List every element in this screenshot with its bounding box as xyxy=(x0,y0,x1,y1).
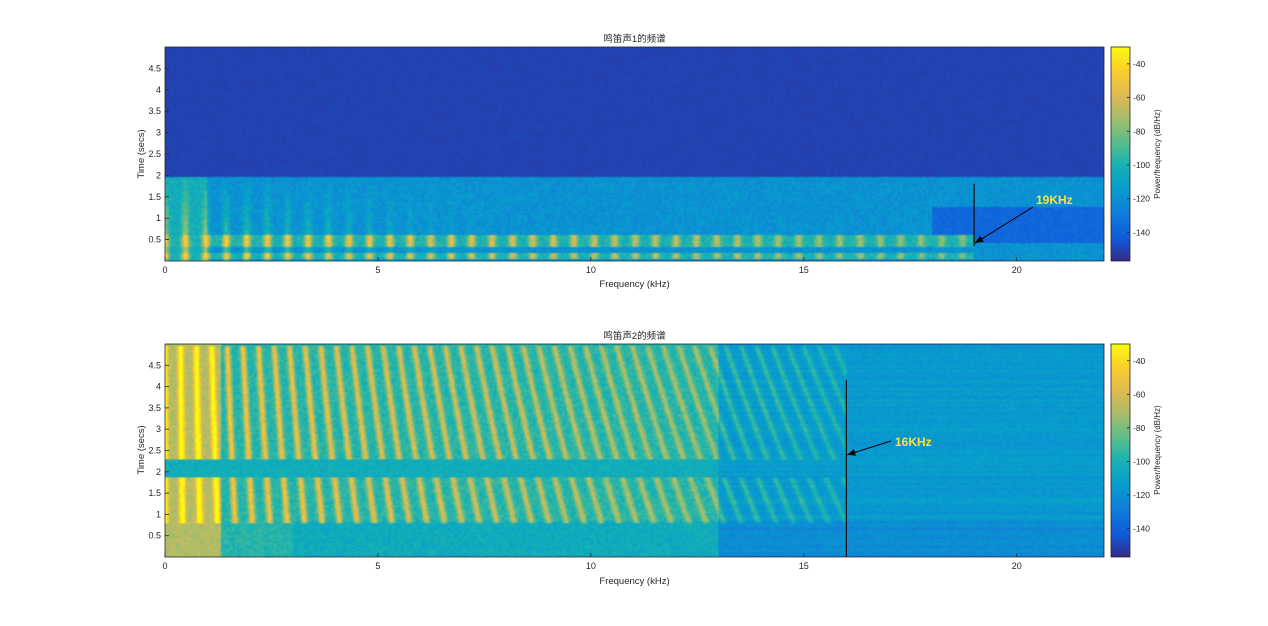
y-tick-label: 1 xyxy=(156,213,161,223)
chart-2-spectrogram xyxy=(165,344,1104,557)
chart-2-annotation-arrowhead xyxy=(847,449,857,456)
y-tick-label: 2.5 xyxy=(148,149,161,159)
y-tick-label: 3.5 xyxy=(148,403,161,413)
y-tick-label: 1.5 xyxy=(148,192,161,202)
y-tick-label: 0.5 xyxy=(148,235,161,245)
chart-1-y-axis-label: Time (secs) xyxy=(136,129,147,178)
x-tick-label: 20 xyxy=(1012,265,1022,275)
colorbar-tick-label: -120 xyxy=(1133,194,1150,204)
chart-1-y-ticks: 0.5 1 1.5 2 2.5 3 3.5 4 4.5 xyxy=(148,63,169,245)
chart-1-colorbar xyxy=(1111,47,1130,261)
y-tick-label: 4.5 xyxy=(148,360,161,370)
chart-2-y-ticks: 0.5 1 1.5 2 2.5 3 3.5 4 4.5 xyxy=(148,360,169,541)
y-tick-label: 2.5 xyxy=(148,446,161,456)
y-tick-label: 4 xyxy=(156,85,161,95)
chart-1-colorbar-ticks: -40 -60 -80 -100 -120 -140 xyxy=(1127,59,1150,237)
chart-2-colorbar-label: Power/frequency (dB/Hz) xyxy=(1153,405,1162,495)
colorbar-tick-label: -80 xyxy=(1133,126,1146,136)
colorbar-tick-label: -40 xyxy=(1133,59,1146,69)
colorbar-tick-label: -100 xyxy=(1133,160,1150,170)
y-tick-label: 4.5 xyxy=(148,63,161,73)
chart-2-x-axis-label: Frequency (kHz) xyxy=(599,576,669,587)
colorbar-tick-label: -140 xyxy=(1133,227,1150,237)
chart-2-x-ticks: 0 5 10 15 20 xyxy=(162,553,1022,571)
colorbar-tick-label: -140 xyxy=(1133,523,1150,533)
chart-1: 鸣笛声1的频谱 0 5 10 15 20 0.5 1 1.5 2 2.5 3 3.5 4 4.5 Fre… xyxy=(136,33,1162,290)
x-tick-label: 0 xyxy=(162,265,167,275)
chart-1-annotation-arrowhead xyxy=(975,235,984,244)
x-tick-label: 0 xyxy=(162,561,167,571)
y-tick-label: 3 xyxy=(156,424,161,434)
chart-1-title: 鸣笛声1的频谱 xyxy=(603,33,666,45)
y-tick-label: 3 xyxy=(156,128,161,138)
y-tick-label: 3.5 xyxy=(148,106,161,116)
y-tick-label: 2 xyxy=(156,467,161,477)
chart-1-annotation-arrow xyxy=(974,206,1034,244)
chart-2-colorbar-ticks: -40 -60 -80 -100 -120 -140 xyxy=(1127,356,1150,533)
y-tick-label: 2 xyxy=(156,170,161,180)
chart-1-annotation: 19KHz xyxy=(1036,193,1073,207)
x-tick-label: 15 xyxy=(799,561,809,571)
chart-1-x-axis-label: Frequency (kHz) xyxy=(599,279,669,290)
x-tick-label: 10 xyxy=(586,265,596,275)
x-tick-label: 5 xyxy=(375,265,380,275)
chart-1-colorbar-label: Power/frequency (dB/Hz) xyxy=(1153,109,1162,199)
chart-1-spectrogram xyxy=(165,47,1104,261)
y-tick-label: 4 xyxy=(156,382,161,392)
y-tick-label: 1.5 xyxy=(148,488,161,498)
colorbar-tick-label: -60 xyxy=(1133,93,1146,103)
colorbar-tick-label: -120 xyxy=(1133,490,1150,500)
y-tick-label: 0.5 xyxy=(148,531,161,541)
colorbar-tick-label: -60 xyxy=(1133,389,1146,399)
colorbar-tick-label: -40 xyxy=(1133,356,1146,366)
chart-2-colorbar xyxy=(1111,344,1130,557)
x-tick-label: 10 xyxy=(586,561,596,571)
chart-1-x-ticks: 0 5 10 15 20 xyxy=(162,257,1022,275)
x-tick-label: 15 xyxy=(799,265,809,275)
x-tick-label: 5 xyxy=(375,561,380,571)
chart-2: 鸣笛声2的频谱 0 5 10 15 20 0.5 1 1.5 2 2.5 3 3.5 4 4.5 Fre… xyxy=(136,330,1162,587)
chart-2-title: 鸣笛声2的频谱 xyxy=(603,330,666,342)
y-tick-label: 1 xyxy=(156,509,161,519)
chart-2-y-axis-label: Time (secs) xyxy=(136,425,147,474)
x-tick-label: 20 xyxy=(1012,561,1022,571)
colorbar-tick-label: -100 xyxy=(1133,456,1150,466)
colorbar-tick-label: -80 xyxy=(1133,423,1146,433)
chart-2-annotation: 16KHz xyxy=(895,435,932,449)
